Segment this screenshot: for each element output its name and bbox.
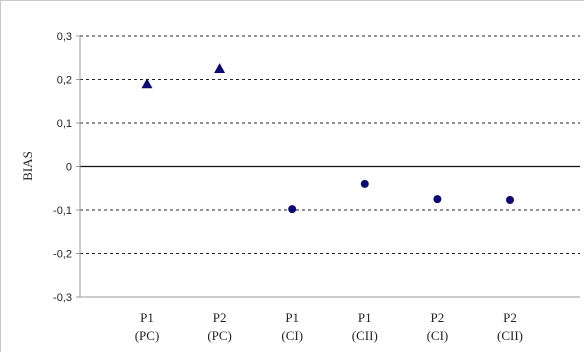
x-category-sublabel: (CII) bbox=[497, 328, 523, 343]
x-category-sublabel: (CI) bbox=[427, 328, 449, 343]
circle-marker bbox=[288, 205, 297, 214]
x-category-label: P2 bbox=[503, 310, 517, 325]
data-points bbox=[141, 63, 514, 214]
circle-marker bbox=[360, 179, 369, 188]
x-category-label: P2 bbox=[213, 310, 227, 325]
x-category-sublabel: (CII) bbox=[352, 328, 378, 343]
triangle-marker bbox=[214, 63, 226, 74]
x-category-label: P1 bbox=[285, 310, 299, 325]
y-tick-label: -0,2 bbox=[53, 249, 72, 261]
x-category-label: P1 bbox=[358, 310, 372, 325]
y-axis-title: BIAS bbox=[20, 151, 35, 181]
x-category-sublabel: (PC) bbox=[135, 328, 160, 343]
gridlines bbox=[76, 35, 580, 298]
y-tick-label: 0 bbox=[66, 162, 72, 174]
x-category-sublabel: (CI) bbox=[281, 328, 303, 343]
x-category-labels: P1 (PC) P2 (PC) P1 (CI) P1 (CII) P2 (CI) P2 (CII) bbox=[135, 310, 523, 343]
y-tick-label: 0,3 bbox=[57, 31, 72, 43]
x-category-label: P1 bbox=[140, 310, 154, 325]
y-tick-label: 0,1 bbox=[57, 118, 72, 130]
x-category-sublabel: (PC) bbox=[207, 328, 232, 343]
circle-marker bbox=[506, 195, 514, 204]
y-tick-labels: 0,3 0,2 0,1 0 -0,1 -0,2 -0,3 bbox=[53, 31, 72, 304]
y-tick-label: -0,1 bbox=[53, 205, 72, 217]
y-tick-label: 0,2 bbox=[57, 75, 72, 87]
triangle-marker bbox=[141, 78, 153, 89]
circle-marker bbox=[433, 195, 442, 204]
y-tick-label: -0,3 bbox=[53, 292, 72, 304]
x-category-label: P2 bbox=[431, 310, 445, 325]
